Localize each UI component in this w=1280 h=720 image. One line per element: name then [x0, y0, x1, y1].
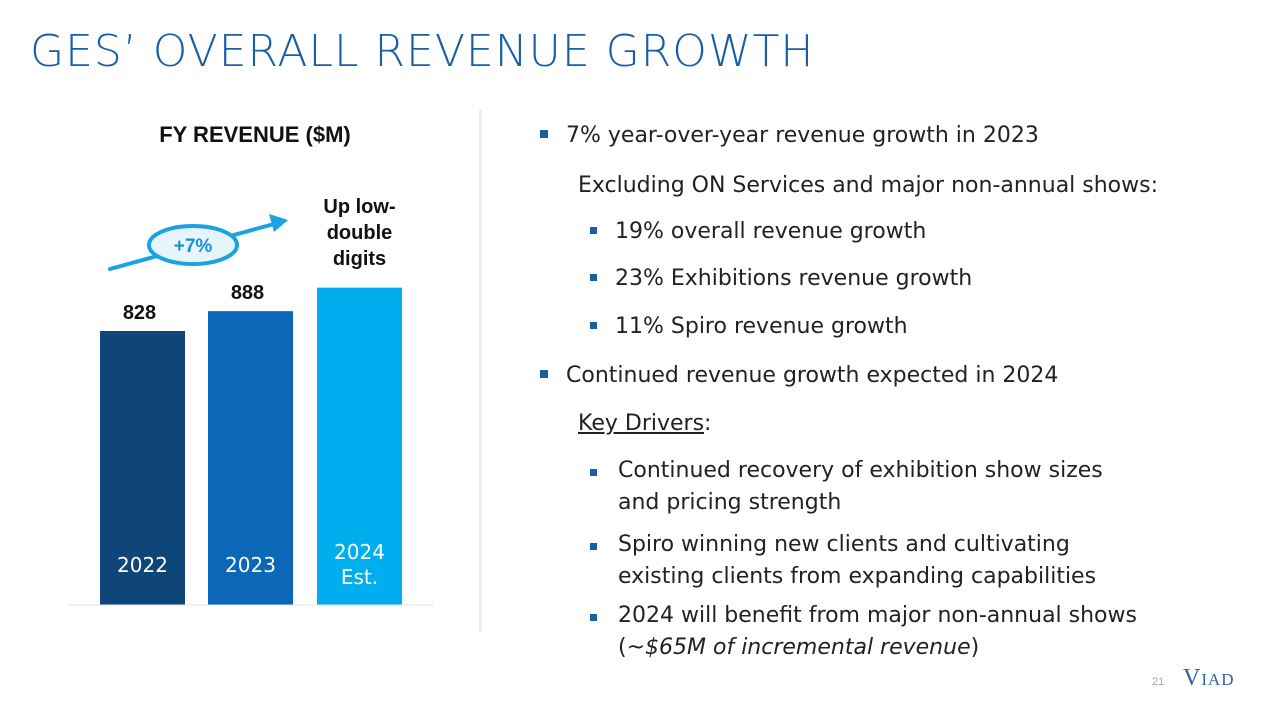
- value-label-2-line: double: [327, 222, 393, 244]
- category-label-2: Est.: [341, 565, 378, 589]
- value-label-1: 888: [231, 282, 264, 304]
- growth-arrow-head: [269, 214, 288, 232]
- bullet-square-icon: [590, 273, 597, 281]
- chart-canvas: 828 888 Up low-double digits 2022 2023 2024Est…: [68, 196, 434, 606]
- value-label-2-line: digits: [333, 248, 386, 270]
- bullet-1: 7% year-over-year revenue growth in 2023: [540, 120, 1039, 152]
- chart-title: FY REVENUE ($M): [159, 122, 351, 147]
- bullet-square-icon: [590, 226, 597, 234]
- category-label-1: 2023: [225, 553, 276, 577]
- bullet-2-item: 2024 will benefit from major non-annual …: [590, 600, 1150, 664]
- bullet-square-icon: [540, 130, 548, 138]
- bullet-1-subheading: Excluding ON Services and major non-annu…: [578, 173, 1159, 198]
- category-label-2: 2024: [334, 540, 385, 564]
- bar-2: [317, 287, 402, 605]
- bullet-square-icon: [540, 370, 548, 378]
- bullet-square-icon: [590, 614, 597, 621]
- bullet-1-item: 23% Exhibitions revenue growth: [590, 263, 972, 295]
- bullet-square-icon: [590, 543, 597, 550]
- bullet-2-item: Spiro winning new clients and cultivatin…: [590, 529, 1150, 593]
- bullet-2-subheading: Key Drivers:: [578, 411, 712, 436]
- bullet-1-item: 11% Spiro revenue growth: [590, 311, 908, 343]
- growth-bubble: [147, 224, 239, 266]
- bullet-square-icon: [590, 469, 597, 476]
- bullet-square-icon: [590, 321, 597, 329]
- growth-label: +7%: [174, 236, 213, 257]
- viad-logo: VIAD: [1183, 665, 1235, 691]
- bar-1: [208, 311, 293, 605]
- page-number: 21: [1152, 676, 1165, 688]
- category-label-0: 2022: [117, 553, 168, 577]
- bullet-2-item: Continued recovery of exhibition show si…: [590, 455, 1150, 519]
- column-divider: [479, 110, 482, 632]
- value-label-2-line: Up low-: [323, 196, 395, 218]
- page-title: GES’ OVERALL REVENUE GROWTH: [30, 26, 815, 77]
- bullet-1-item: 19% overall revenue growth: [590, 216, 926, 248]
- revenue-chart: 828 888 Up low-double digits 2022 2023 2024 Est…: [60, 110, 450, 630]
- value-label-0: 828: [123, 302, 156, 324]
- bar-0: [100, 331, 185, 605]
- bullet-2: Continued revenue growth expected in 202…: [540, 360, 1058, 392]
